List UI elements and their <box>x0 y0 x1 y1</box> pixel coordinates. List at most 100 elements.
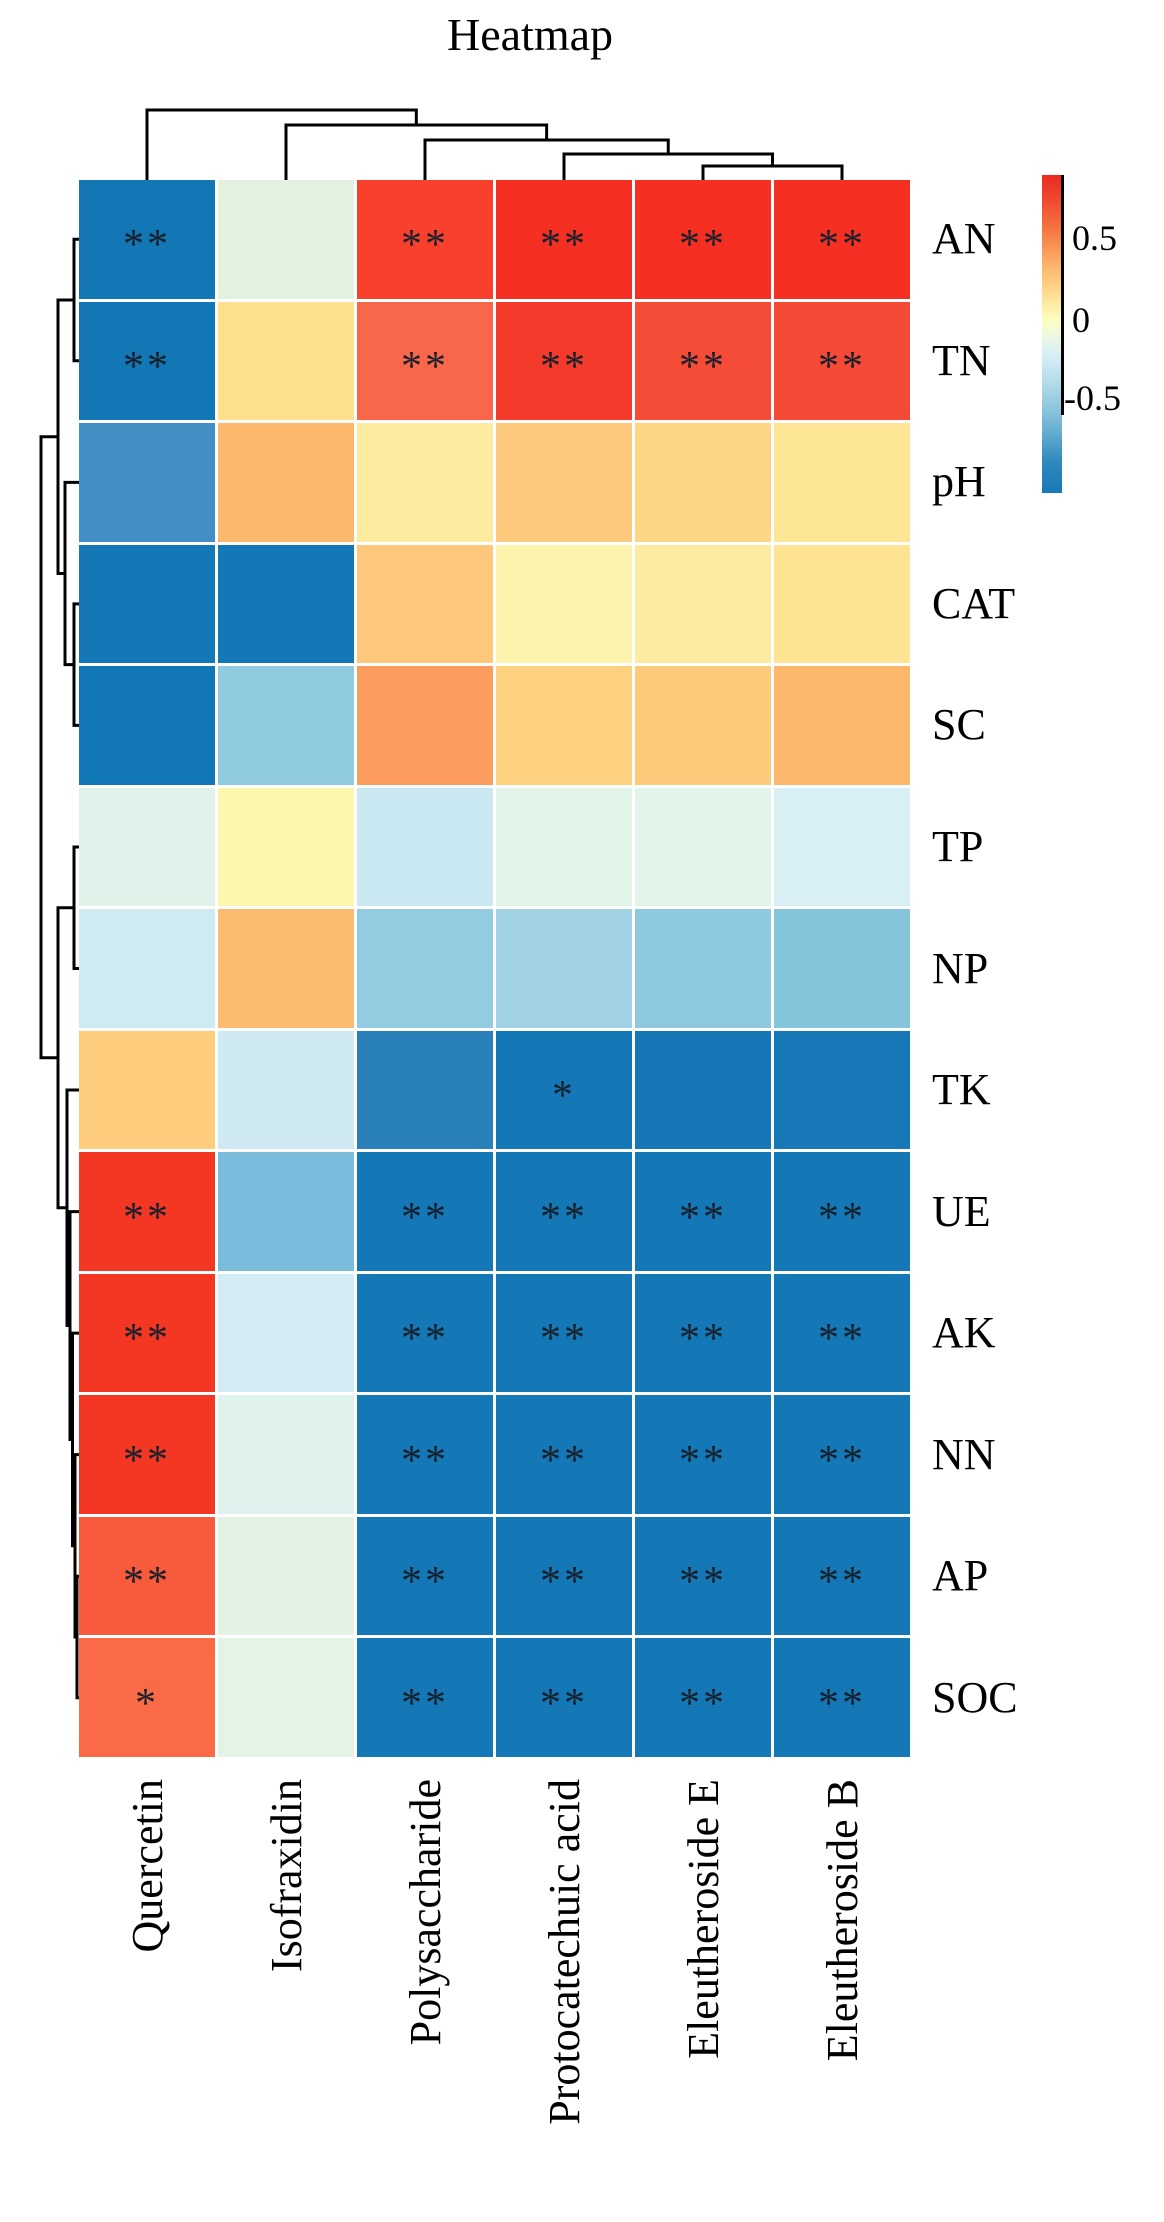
heatmap-cell: ** <box>635 1273 771 1393</box>
heatmap-cell <box>774 1030 910 1150</box>
significance-stars: ** <box>679 343 727 390</box>
significance-stars: ** <box>540 1194 588 1241</box>
row-label: AK <box>932 1308 996 1358</box>
heatmap-cell: * <box>79 1638 215 1757</box>
row-label: CAT <box>932 578 1016 628</box>
row-label: SC <box>932 700 986 750</box>
significance-stars: ** <box>540 1559 588 1606</box>
dendrogram-branch <box>63 480 79 667</box>
heatmap-cell: ** <box>79 1395 215 1514</box>
heatmap-cell: * <box>496 1030 632 1150</box>
significance-stars: ** <box>679 1680 727 1727</box>
heatmap-cell <box>218 544 354 664</box>
significance-stars: ** <box>123 1194 171 1241</box>
row-dendrogram <box>39 237 79 1700</box>
colorbar-axis-line <box>1061 175 1064 415</box>
significance-stars: ** <box>679 222 727 269</box>
row-label: TP <box>932 821 984 871</box>
heatmap-cell: ** <box>774 301 910 421</box>
heatmap-cell <box>218 1030 354 1150</box>
significance-stars: ** <box>818 1680 866 1727</box>
dendrogram-branch <box>145 108 418 180</box>
heatmap-cell: ** <box>635 1638 771 1757</box>
heatmap-cell <box>357 1030 493 1150</box>
heatmap-cell: ** <box>774 1516 910 1636</box>
heatmap-cell <box>218 180 354 299</box>
heatmap-cell: ** <box>79 1273 215 1393</box>
significance-stars: ** <box>123 343 171 390</box>
significance-stars: ** <box>123 1437 171 1484</box>
heatmap-cell <box>774 666 910 785</box>
heatmap-cell <box>635 1030 771 1150</box>
colorbar-tick-zero: 0 <box>1072 300 1090 340</box>
significance-stars: ** <box>679 1559 727 1606</box>
heatmap-cell <box>218 787 354 907</box>
dendrogram-branch <box>39 435 58 1060</box>
heatmap-cell <box>218 1638 354 1757</box>
significance-stars: ** <box>540 343 588 390</box>
column-label: Polysaccharide <box>401 1779 450 2046</box>
colorbar-tick-low: -0.5 <box>1064 378 1121 418</box>
column-label: Quercetin <box>123 1779 172 1953</box>
heatmap-cell <box>218 909 354 1028</box>
column-label: Protocatechuic acid <box>540 1779 589 2125</box>
significance-stars: ** <box>540 1316 588 1363</box>
heatmap-cell <box>635 909 771 1028</box>
heatmap-cell: ** <box>774 180 910 299</box>
heatmap-cell <box>774 787 910 907</box>
heatmap-cell <box>218 423 354 542</box>
heatmap-cell <box>496 666 632 785</box>
heatmap-cell <box>357 909 493 1028</box>
heatmap-cell: ** <box>774 1273 910 1393</box>
significance-stars: ** <box>123 1316 171 1363</box>
significance-stars: ** <box>401 222 449 269</box>
significance-stars: ** <box>401 1680 449 1727</box>
significance-stars: ** <box>540 222 588 269</box>
heatmap-cell <box>635 787 771 907</box>
heatmap-grid: ** ** ** ** ** ** ** ** ** ** * ** ** ** ** ** ** ** ** ** *… <box>79 180 910 1757</box>
significance-stars: ** <box>818 1559 866 1606</box>
significance-stars: ** <box>818 222 866 269</box>
heatmap-cell <box>496 909 632 1028</box>
significance-stars: ** <box>818 1437 866 1484</box>
heatmap-cell <box>774 909 910 1028</box>
heatmap-cell: ** <box>635 1516 771 1636</box>
heatmap-cell: ** <box>79 1152 215 1271</box>
heatmap-cell <box>79 666 215 785</box>
dendrogram-branch <box>284 123 549 180</box>
heatmap-cell: ** <box>496 1516 632 1636</box>
heatmap-cell <box>79 909 215 1028</box>
significance-stars: ** <box>401 1437 449 1484</box>
heatmap-cell: ** <box>635 1395 771 1514</box>
heatmap-cell <box>218 1273 354 1393</box>
heatmap-cell: ** <box>357 1516 493 1636</box>
significance-stars: ** <box>818 343 866 390</box>
heatmap-cell: ** <box>357 1273 493 1393</box>
heatmap-cell <box>218 1516 354 1636</box>
row-label: UE <box>932 1186 991 1236</box>
row-label: TN <box>932 335 991 385</box>
heatmap-cell <box>774 544 910 664</box>
heatmap-cell: ** <box>79 180 215 299</box>
significance-stars: ** <box>818 1316 866 1363</box>
significance-stars: ** <box>401 1194 449 1241</box>
row-label: SOC <box>932 1672 1018 1722</box>
significance-stars: ** <box>818 1194 866 1241</box>
heatmap-cell: ** <box>357 301 493 421</box>
heatmap-cell <box>357 787 493 907</box>
heatmap-cell <box>79 423 215 542</box>
dendrogram-branch <box>68 1210 79 1441</box>
heatmap-cell <box>79 1030 215 1150</box>
dendrogram-branch <box>701 164 844 180</box>
heatmap-cell <box>218 1152 354 1271</box>
significance-stars: ** <box>679 1316 727 1363</box>
heatmap-cell: ** <box>496 1638 632 1757</box>
heatmap-cell <box>79 787 215 907</box>
significance-stars: ** <box>540 1437 588 1484</box>
heatmap-cell: ** <box>79 301 215 421</box>
significance-stars: ** <box>540 1680 588 1727</box>
significance-stars: ** <box>123 222 171 269</box>
colorbar-gradient <box>1042 175 1062 493</box>
row-label: NN <box>932 1429 996 1479</box>
